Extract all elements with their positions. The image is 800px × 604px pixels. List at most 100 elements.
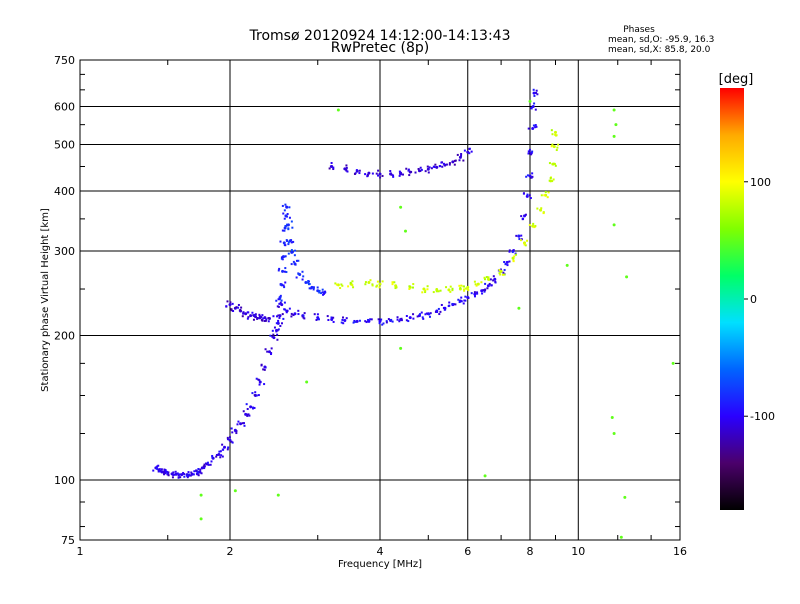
echo-dot: [246, 311, 249, 314]
echo-dot: [464, 287, 467, 290]
echo-dot: [329, 165, 332, 168]
echo-dot: [551, 133, 554, 136]
echo-dot: [265, 318, 268, 321]
data-point: [539, 208, 543, 212]
echo-dot: [530, 107, 533, 110]
echo-dot: [436, 311, 439, 314]
echo-dot: [335, 283, 338, 286]
echo-dot: [258, 315, 261, 318]
data-point: [517, 306, 521, 310]
echo-dot: [489, 278, 492, 281]
echo-dot: [534, 126, 537, 129]
data-point: [451, 160, 455, 164]
data-point: [623, 495, 627, 499]
echo-dot: [286, 213, 289, 216]
echo-dot: [347, 285, 350, 288]
echo-dot: [226, 300, 229, 303]
echo-dot: [226, 436, 229, 439]
echo-dot: [366, 175, 369, 178]
data-point: [378, 172, 382, 176]
echo-dot: [284, 281, 287, 284]
data-point: [258, 380, 262, 384]
echo-dot: [297, 313, 300, 316]
echo-dot: [458, 159, 461, 162]
series-scatter-echoes: [199, 99, 675, 539]
echo-dot: [400, 319, 403, 322]
echo-dot: [355, 320, 358, 323]
echo-dot: [400, 173, 403, 176]
echo-dot: [330, 316, 333, 319]
echo-dot: [163, 469, 166, 472]
echo-dot: [487, 276, 490, 279]
x-tick-label: 16: [673, 545, 687, 558]
data-point: [378, 282, 382, 286]
echo-dot: [463, 299, 466, 302]
echo-dot: [381, 174, 384, 177]
echo-dot: [481, 292, 484, 295]
echo-dot: [412, 317, 415, 320]
echo-dot: [232, 309, 235, 312]
data-point: [486, 284, 490, 288]
echo-dot: [211, 454, 214, 457]
echo-dot: [466, 287, 469, 290]
echo-dot: [257, 394, 260, 397]
echo-dot: [279, 283, 282, 286]
echo-dot: [480, 281, 483, 284]
echo-dot: [246, 413, 249, 416]
echo-dot: [448, 163, 451, 166]
echo-dot: [534, 108, 537, 111]
echo-dot: [290, 263, 293, 266]
echo-dot: [316, 313, 319, 316]
data-point: [316, 289, 320, 293]
echo-dot: [302, 314, 305, 317]
echo-dot: [160, 468, 163, 471]
echo-dot: [215, 453, 218, 456]
echo-dot: [532, 88, 535, 91]
echo-dot: [369, 279, 372, 282]
echo-dot: [407, 320, 410, 323]
echo-dot: [428, 166, 431, 169]
echo-dot: [222, 448, 225, 451]
echo-dot: [445, 286, 448, 289]
echo-dot: [279, 324, 282, 327]
echo-dot: [282, 212, 285, 215]
echo-dot: [381, 323, 384, 326]
echo-dot: [345, 164, 348, 167]
y-tick-label: 400: [54, 185, 75, 198]
echo-dot: [321, 288, 324, 291]
echo-dot: [230, 427, 233, 430]
echo-dot: [252, 314, 255, 317]
echo-dot: [285, 271, 288, 274]
echo-dot: [410, 170, 413, 173]
echo-dot: [367, 318, 370, 321]
echo-dot: [275, 322, 278, 325]
echo-dot: [183, 475, 186, 478]
echo-dot: [242, 312, 245, 315]
echo-dot: [508, 260, 511, 263]
echo-dot: [252, 318, 255, 321]
echo-dot: [470, 150, 473, 153]
echo-dot: [261, 314, 264, 317]
echo-dot: [303, 317, 306, 320]
echo-dot: [483, 290, 486, 293]
echo-dot: [248, 414, 251, 417]
echo-dot: [502, 271, 505, 274]
data-point: [249, 405, 253, 409]
echo-dot: [434, 163, 437, 166]
echo-dot: [364, 320, 367, 323]
echo-dot: [540, 207, 543, 210]
echo-dot: [246, 407, 249, 410]
echo-dot: [452, 303, 455, 306]
echo-dot: [345, 168, 348, 171]
echo-dot: [440, 303, 443, 306]
data-point: [280, 303, 284, 307]
echo-dot: [226, 448, 229, 451]
echo-dot: [312, 286, 315, 289]
data-point: [282, 241, 286, 245]
echo-dot: [332, 316, 335, 319]
echo-dot: [301, 278, 304, 281]
echo-dot: [291, 251, 294, 254]
echo-dot: [297, 272, 300, 275]
echo-dot: [281, 204, 284, 207]
echo-dot: [405, 319, 408, 322]
